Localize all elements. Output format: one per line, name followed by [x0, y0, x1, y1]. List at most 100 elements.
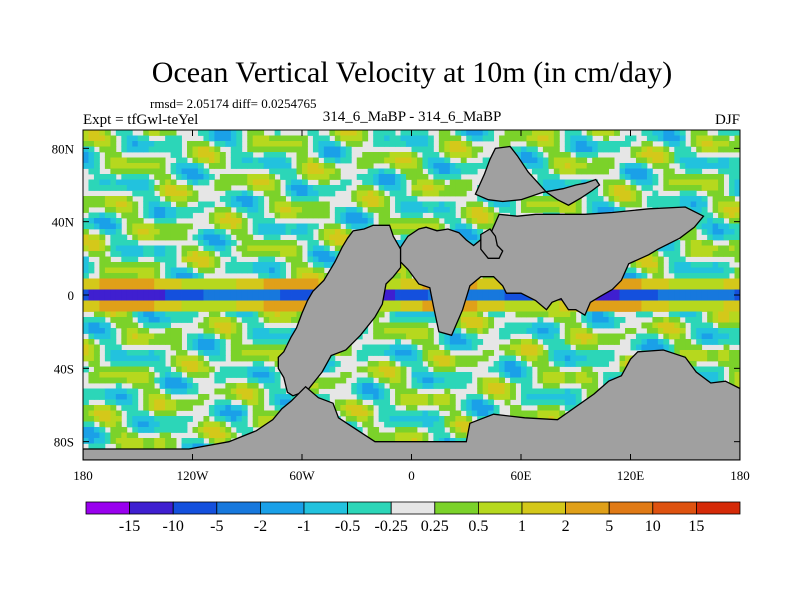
field-cell: [641, 157, 648, 164]
field-cell: [542, 350, 549, 356]
field-cell: [351, 212, 358, 219]
field-cell: [312, 190, 319, 197]
field-cell: [143, 185, 150, 191]
field-cell: [652, 251, 659, 257]
field-cell: [477, 317, 484, 323]
field-cell: [411, 223, 418, 230]
field-cell: [718, 157, 724, 164]
field-cell: [334, 207, 341, 213]
field-cell: [646, 339, 653, 345]
field-cell: [422, 317, 429, 323]
field-cell: [630, 295, 637, 301]
field-cell: [252, 394, 259, 400]
field-cell: [378, 383, 385, 389]
field-cell: [608, 196, 615, 202]
field-cell: [214, 405, 221, 411]
field-cell: [378, 361, 385, 367]
field-cell: [247, 306, 254, 312]
field-cell: [466, 218, 473, 224]
field-cell: [707, 306, 714, 312]
field-cell: [373, 179, 380, 186]
field-cell: [685, 295, 692, 301]
field-cell: [701, 146, 708, 153]
field-cell: [422, 174, 429, 180]
field-cell: [416, 190, 423, 197]
field-cell: [482, 355, 489, 362]
field-cell: [559, 311, 566, 318]
field-cell: [570, 146, 577, 153]
field-cell: [619, 207, 626, 213]
field-cell: [723, 317, 730, 323]
field-cell: [219, 388, 226, 395]
field-cell: [356, 174, 363, 180]
field-cell: [99, 174, 106, 180]
field-cell: [362, 394, 369, 400]
field-cell: [460, 317, 467, 323]
field-cell: [291, 295, 297, 301]
field-cell: [701, 212, 708, 219]
field-cell: [132, 229, 139, 235]
field-cell: [570, 322, 577, 329]
field-cell: [690, 245, 697, 252]
field-cell: [548, 196, 555, 202]
field-cell: [197, 141, 204, 147]
field-cell: [356, 388, 363, 395]
field-cell: [707, 311, 714, 318]
field-cell: [214, 306, 221, 312]
field-cell: [482, 322, 489, 329]
field-cell: [482, 218, 489, 224]
field-cell: [280, 223, 286, 230]
field-cell: [362, 355, 369, 362]
field-cell: [83, 135, 89, 142]
field-cell: [635, 306, 642, 312]
field-cell: [269, 262, 276, 268]
field-cell: [176, 350, 182, 356]
field-cell: [460, 146, 467, 153]
field-cell: [170, 284, 177, 290]
field-cell: [99, 196, 106, 202]
field-cell: [137, 163, 144, 169]
field-cell: [312, 262, 319, 268]
field-cell: [564, 372, 571, 378]
field-cell: [115, 267, 122, 274]
field-cell: [466, 229, 473, 235]
field-cell: [88, 196, 95, 202]
field-cell: [411, 333, 418, 340]
field-cell: [378, 394, 385, 400]
field-cell: [280, 344, 286, 351]
field-cell: [269, 306, 276, 312]
field-cell: [395, 300, 401, 307]
field-cell: [345, 399, 352, 406]
field-cell: [296, 223, 303, 230]
field-cell: [83, 410, 89, 417]
field-cell: [373, 399, 380, 406]
field-cell: [685, 174, 692, 180]
field-cell: [115, 262, 122, 268]
field-cell: [707, 284, 714, 290]
field-cell: [652, 328, 659, 334]
field-cell: [99, 262, 106, 268]
field-cell: [165, 190, 172, 197]
field-cell: [104, 185, 111, 191]
field-cell: [701, 273, 708, 279]
field-cell: [416, 322, 423, 329]
field-cell: [438, 372, 445, 378]
field-cell: [154, 234, 161, 241]
field-cell: [707, 212, 714, 219]
field-cell: [466, 416, 473, 422]
field-cell: [548, 179, 555, 186]
field-cell: [444, 361, 451, 367]
field-cell: [592, 130, 599, 136]
field-cell: [225, 174, 232, 180]
field-cell: [712, 372, 719, 378]
field-cell: [597, 361, 604, 367]
field-cell: [137, 339, 144, 345]
field-cell: [258, 322, 265, 329]
field-cell: [499, 311, 505, 318]
field-cell: [586, 377, 593, 384]
field-cell: [646, 311, 653, 318]
field-cell: [422, 289, 429, 296]
field-cell: [564, 179, 571, 186]
field-cell: [553, 163, 560, 169]
